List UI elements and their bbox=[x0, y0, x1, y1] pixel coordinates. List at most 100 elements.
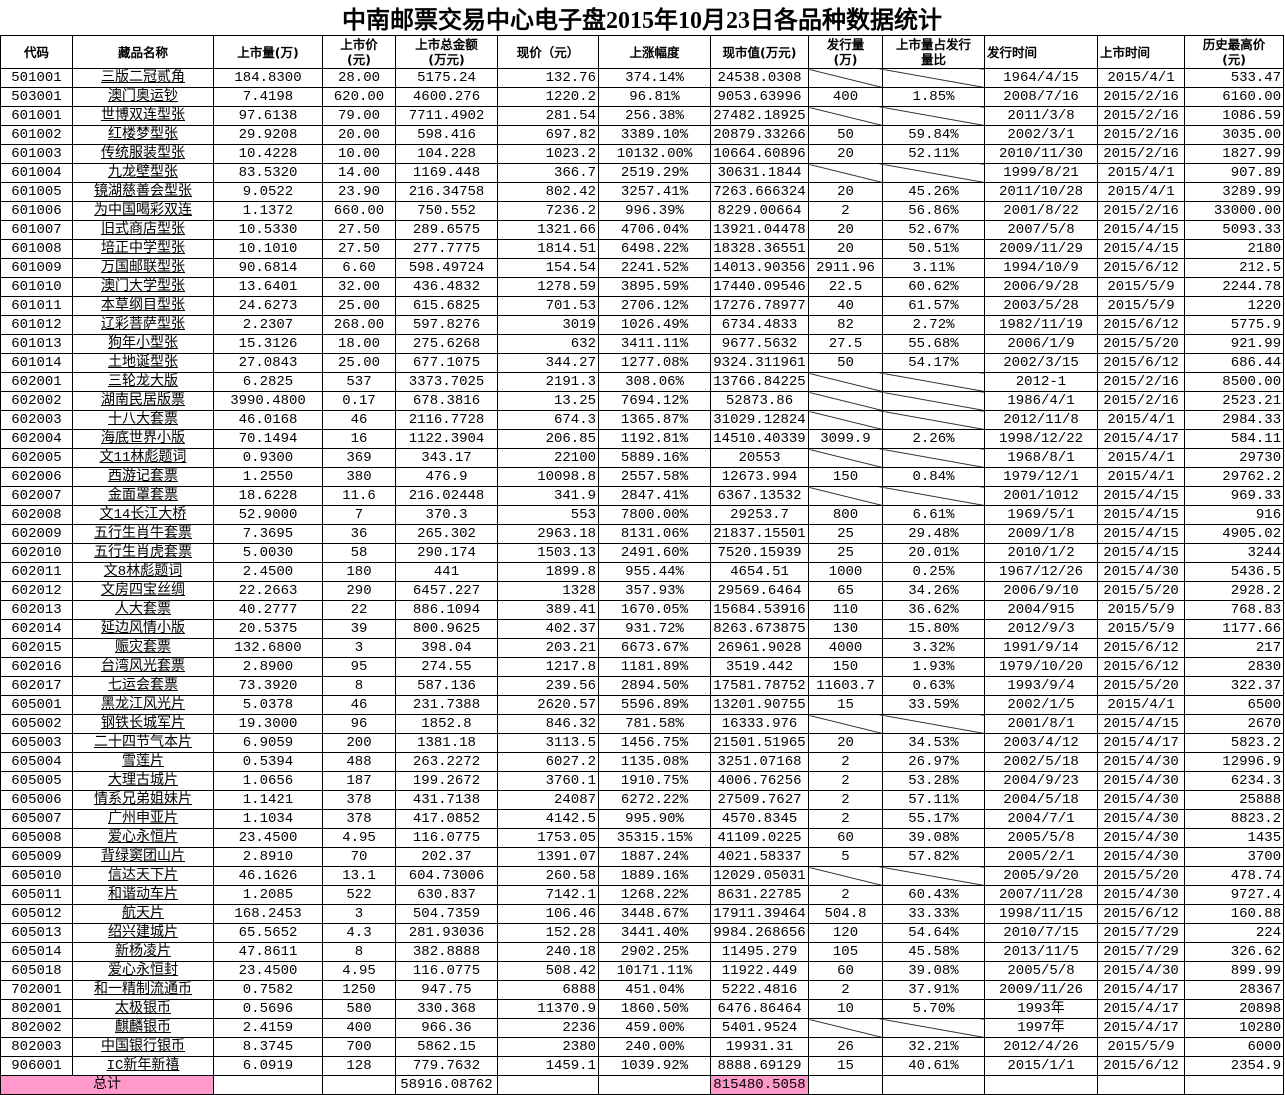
cell-issue-date: 2010/11/30 bbox=[984, 144, 1098, 164]
cell-listing-ratio: 60.62% bbox=[882, 277, 985, 297]
cell-rise: 1135.08% bbox=[598, 752, 711, 772]
table-row: 605002 钢铁长城军片 19.3000 96 1852.8 846.32 781.58%… bbox=[0, 714, 1285, 734]
cell-issue-date: 2004/915 bbox=[984, 600, 1098, 620]
item-name-link[interactable]: 新杨凌片 bbox=[115, 944, 171, 960]
item-name-link[interactable]: 狗年小型张 bbox=[108, 336, 178, 352]
cell-current-price: 2380 bbox=[497, 1037, 599, 1057]
item-name-link[interactable]: 旧式商店型张 bbox=[101, 222, 185, 238]
item-name-link[interactable]: 人大套票 bbox=[115, 602, 171, 618]
item-name-link[interactable]: 钢铁长城军片 bbox=[101, 716, 185, 732]
item-name-link[interactable]: 台湾风光套票 bbox=[101, 659, 185, 675]
item-name-link[interactable]: 金面罩套票 bbox=[108, 488, 178, 504]
cell-listing-qty: 0.9300 bbox=[213, 448, 323, 468]
cell-rise: 2557.58% bbox=[598, 467, 711, 487]
item-name-link[interactable]: 文房四宝丝绸 bbox=[101, 583, 185, 599]
cell-issue-qty: 4000 bbox=[808, 638, 883, 658]
item-name-link[interactable]: 文8林彪题词 bbox=[103, 564, 183, 580]
cell-issue-qty: 20 bbox=[808, 182, 883, 202]
item-name-link[interactable]: 七运会套票 bbox=[108, 678, 178, 694]
cell-listing-price: 620.00 bbox=[322, 87, 396, 107]
item-name-link[interactable]: 辽彩菩萨型张 bbox=[101, 317, 185, 333]
item-name-link[interactable]: 爱心永恒片 bbox=[108, 830, 178, 846]
table-row: 602008 文14长江大桥 52.9000 7 370.3 553 7800.00% 292… bbox=[0, 505, 1285, 525]
cell-market-value: 14013.90356 bbox=[710, 258, 809, 278]
cell-high-price: 1086.59 bbox=[1183, 106, 1285, 126]
item-name-link[interactable]: 三轮龙大版 bbox=[108, 374, 178, 390]
item-name-link[interactable]: 本草纲目型张 bbox=[101, 298, 185, 314]
item-name-link[interactable]: 和谐动车片 bbox=[108, 887, 178, 903]
item-name-link[interactable]: 航天片 bbox=[122, 906, 164, 922]
cell-listing-ratio: 36.62% bbox=[882, 600, 985, 620]
cell-issue-qty-empty bbox=[808, 372, 883, 392]
cell-listing-qty: 1.1034 bbox=[213, 809, 323, 829]
cell-listing-amount: 779.7632 bbox=[395, 1056, 498, 1076]
item-name-link[interactable]: 雪莲片 bbox=[122, 754, 164, 770]
item-name-link[interactable]: 十八大套票 bbox=[108, 412, 178, 428]
item-name-link[interactable]: 延边风情小版 bbox=[101, 621, 185, 637]
item-name-link[interactable]: 黑龙江风光片 bbox=[101, 697, 185, 713]
cell-high-price: 768.83 bbox=[1183, 600, 1285, 620]
item-name-link[interactable]: 湖南民居版票 bbox=[101, 393, 185, 409]
item-name-link[interactable]: 镜湖慈善会型张 bbox=[94, 184, 192, 200]
item-name-link[interactable]: 信达天下片 bbox=[108, 868, 178, 884]
cell-code: 602013 bbox=[0, 600, 73, 620]
item-name-link[interactable]: 麒麟银币 bbox=[115, 1020, 171, 1036]
cell-listing-amount: 750.552 bbox=[395, 201, 498, 221]
cell-code: 602011 bbox=[0, 562, 73, 582]
cell-issue-qty: 130 bbox=[808, 619, 883, 639]
cell-listing-price: 3 bbox=[322, 904, 396, 924]
item-name-link[interactable]: 红楼梦型张 bbox=[108, 127, 178, 143]
item-name-link[interactable]: 背绿窦团山片 bbox=[101, 849, 185, 865]
item-name-link[interactable]: 情系兄弟姐妹片 bbox=[94, 792, 192, 808]
item-name-link[interactable]: 五行生肖牛套票 bbox=[94, 526, 192, 542]
cell-high-price: 2244.78 bbox=[1183, 277, 1285, 297]
item-name-link[interactable]: 培正中学型张 bbox=[101, 241, 185, 257]
item-name-link[interactable]: 西游记套票 bbox=[108, 469, 178, 485]
item-name-link[interactable]: 世博双连型张 bbox=[101, 108, 185, 124]
table-row: 802003 中国银行银币 8.3745 700 5862.15 2380 240.00% 1… bbox=[0, 1037, 1285, 1057]
item-name-link[interactable]: 中国银行银币 bbox=[101, 1039, 185, 1055]
item-name-link[interactable]: 和一精制流通币 bbox=[94, 982, 192, 998]
item-name-link[interactable]: 文14长江大桥 bbox=[99, 507, 187, 523]
item-name-link[interactable]: 为中国喝彩双连 bbox=[94, 203, 192, 219]
item-name-link[interactable]: 传统服装型张 bbox=[101, 146, 185, 162]
column-header-code: 代码 bbox=[0, 35, 73, 69]
item-name-link[interactable]: 九龙壁型张 bbox=[108, 165, 178, 181]
cell-listing-amount: 598.416 bbox=[395, 125, 498, 145]
item-name-link[interactable]: 土地诞型张 bbox=[108, 355, 178, 371]
item-name-link[interactable]: 太极银币 bbox=[115, 1001, 171, 1017]
cell-listing-price: 14.00 bbox=[322, 163, 396, 183]
item-name-link[interactable]: 爱心永恒封 bbox=[108, 963, 178, 979]
cell-name: 金面罩套票 bbox=[72, 486, 214, 506]
item-name-link[interactable]: 三版二冠贰角 bbox=[101, 70, 185, 86]
item-name-link[interactable]: 澳门奥运钞 bbox=[108, 89, 178, 105]
item-name-link[interactable]: 文11林彪题词 bbox=[99, 450, 187, 466]
cell-listing-ratio: 57.82% bbox=[882, 847, 985, 867]
item-name-link[interactable]: 大理古城片 bbox=[108, 773, 178, 789]
table-row: 601007 旧式商店型张 10.5330 27.50 289.6575 1321.66 4… bbox=[0, 220, 1285, 240]
item-name-link[interactable]: 海底世界小版 bbox=[101, 431, 185, 447]
cell-code: 605013 bbox=[0, 923, 73, 943]
item-name-link[interactable]: IC新年新禧 bbox=[106, 1058, 180, 1074]
cell-listing-date: 2015/4/15 bbox=[1097, 239, 1185, 259]
item-name-link[interactable]: 广州申亚片 bbox=[108, 811, 178, 827]
cell-issue-date: 1993年 bbox=[984, 999, 1098, 1019]
cell-issue-date: 1964/4/15 bbox=[984, 68, 1098, 88]
cell-listing-date: 2015/4/30 bbox=[1097, 961, 1185, 981]
cell-listing-date: 2015/4/15 bbox=[1097, 220, 1185, 240]
item-name-link[interactable]: 澳门大学型张 bbox=[101, 279, 185, 295]
item-name-link[interactable]: 二十四节气本片 bbox=[94, 735, 192, 751]
item-name-link[interactable]: 万国邮联型张 bbox=[101, 260, 185, 276]
cell-issue-qty: 2 bbox=[808, 790, 883, 810]
cell-name: 绍兴建城片 bbox=[72, 923, 214, 943]
item-name-link[interactable]: 赈灾套票 bbox=[115, 640, 171, 656]
item-name-link[interactable]: 绍兴建城片 bbox=[108, 925, 178, 941]
cell-code: 602006 bbox=[0, 467, 73, 487]
item-name-link[interactable]: 五行生肖虎套票 bbox=[94, 545, 192, 561]
table-row: 601006 为中国喝彩双连 1.1372 660.00 750.552 7236.2 99… bbox=[0, 201, 1285, 221]
table-row: 601001 世博双连型张 97.6138 79.00 7711.4902 281.54 2… bbox=[0, 106, 1285, 126]
cell-current-price: 152.28 bbox=[497, 923, 599, 943]
cell-listing-date: 2015/2/16 bbox=[1097, 144, 1185, 164]
cell-issue-qty-empty bbox=[808, 163, 883, 183]
cell-code: 602004 bbox=[0, 429, 73, 449]
